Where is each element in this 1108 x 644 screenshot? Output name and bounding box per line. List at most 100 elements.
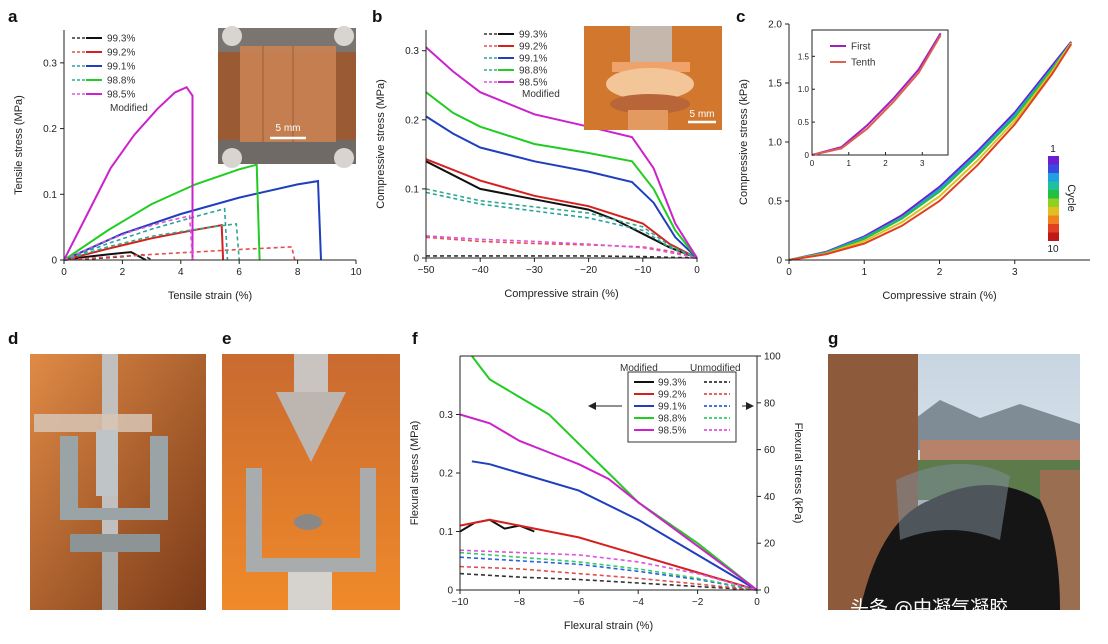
panel-b-x-tick-label: −50: [418, 265, 435, 276]
panel-f-y2-tick-label: 0: [764, 586, 770, 597]
panel-b-series-line-6: [425, 91, 698, 259]
panel-e-photo: [222, 354, 400, 610]
panel-c-x-tick-label: 1: [861, 267, 867, 278]
panel-c-inset-y-tick-label: 0: [805, 151, 810, 160]
panel-b-x-tick-label: −10: [634, 265, 651, 276]
legend-label: 98.8%: [107, 76, 135, 87]
panel-a-series: [63, 85, 322, 261]
panel-b-series-line-5: [425, 191, 698, 259]
panel-b-series-line-4: [425, 115, 698, 259]
panel-c-y-tick-label: 1.0: [768, 138, 782, 149]
panel-f-legend-arrowhead-right: [746, 402, 754, 410]
panel-b-series-line-7: [425, 188, 698, 259]
panel-f-y-axis-label: Flexural stress (MPa): [409, 421, 421, 526]
panel-f-legend-label: 99.3%: [658, 378, 686, 389]
panel-f-x-tick-label: −2: [692, 597, 704, 608]
panel-letter-b: b: [372, 7, 382, 26]
panel-a-y-tick-label: 0.1: [43, 190, 57, 201]
panel-b-scale-label: 5 mm: [690, 109, 715, 120]
panel-a-x-tick-label: 4: [178, 267, 184, 278]
panel-a-series-line-5: [63, 207, 229, 261]
panel-letter-f: f: [412, 329, 418, 348]
panel-c-colorbar-cell: [1048, 232, 1059, 241]
panel-f-x-tick-label: −10: [452, 597, 469, 608]
panel-b-x-axis-label: Compressive strain (%): [504, 288, 618, 300]
panel-c-inset-y-tick-label: 1.0: [798, 85, 810, 94]
legend-label: 99.1%: [107, 62, 135, 73]
legend-extra-label: Modified: [522, 89, 560, 100]
panel-c-series: [788, 41, 1073, 261]
panel-f-legend-label: 99.1%: [658, 402, 686, 413]
panel-a-legend: 99.3% 99.2% 99.1% 98.8% 98.5% Modified: [72, 34, 148, 114]
panel-b-x-tick-label: −40: [472, 265, 489, 276]
panel-f-series-line-6: [471, 355, 758, 591]
panel-c-colorbar-cell: [1048, 198, 1059, 207]
panel-c-inset-x-tick-label: 2: [883, 159, 888, 168]
panel-f-series: [459, 355, 758, 591]
panel-letter-c: c: [736, 7, 745, 26]
panel-c-colorbar-cell: [1048, 164, 1059, 173]
panel-f-legend-header-unmodified: Unmodified: [690, 363, 741, 374]
panel-f-series-line-2: [459, 518, 758, 591]
panel-c-colorbar-bottom: 10: [1047, 244, 1059, 255]
panel-c-colorbar-cell: [1048, 173, 1059, 182]
panel-f-x-tick-label: −6: [573, 597, 585, 608]
panel-a-x-axis-label: Tensile strain (%): [168, 290, 252, 302]
panel-d-photo: [30, 354, 206, 610]
panel-c-inset-series-1: [811, 34, 942, 156]
panel-f-series-line-4: [471, 460, 758, 591]
panel-c-inset-frame: [811, 29, 949, 156]
panel-g-photo: 头条 @中凝气凝胶: [828, 354, 1080, 619]
panel-b-compressive-plot: −50 −40 −30 −20 −10 0 0 0.1 0.2 0.3 Compressive st…: [375, 26, 722, 300]
panel-b-series: [425, 46, 698, 259]
panel-c-colorbar-cell: [1048, 224, 1059, 233]
panel-c-series-line-2: [788, 42, 1073, 261]
panel-a-series-line-6: [63, 163, 261, 261]
panel-b-series-line-9: [425, 235, 698, 259]
legend-label: 99.1%: [519, 54, 547, 65]
panel-a-series-line-4: [63, 179, 322, 261]
legend-label: 98.8%: [519, 66, 547, 77]
panel-f-series-line-3: [459, 565, 758, 591]
panel-a-series-line-2: [63, 224, 225, 261]
panel-a-x-tick-label: 6: [236, 267, 242, 278]
panel-b-y-tick-label: 0: [413, 254, 419, 265]
panel-f-y2-axis-label: Flexural stress (kPa): [792, 423, 804, 524]
panel-b-x-tick-label: 0: [694, 265, 700, 276]
panel-b-y-tick-label: 0.2: [405, 115, 419, 126]
panel-f-x-tick-label: 0: [754, 597, 760, 608]
panel-c-inset-y-tick-label: 1.5: [798, 52, 810, 61]
panel-c-colorbar-cell: [1048, 156, 1059, 165]
panel-c-colorbar-cell: [1048, 181, 1059, 190]
panel-a-y-axis-label: Tensile stress (MPa): [13, 95, 25, 195]
panel-c-colorbar: 1 10 Cycle: [1047, 144, 1077, 255]
panel-a-x-tick-label: 8: [295, 267, 301, 278]
panel-b-legend: 99.3%99.2%99.1%98.8%98.5%Modified: [484, 30, 560, 100]
panel-f-series-line-8: [459, 413, 758, 591]
panel-c-colorbar-cell: [1048, 215, 1059, 224]
panel-c-series-line-3: [788, 42, 1073, 261]
legend-label: 99.2%: [519, 42, 547, 53]
panel-a-series-line-8: [63, 85, 194, 261]
panel-c-colorbar-cell: [1048, 190, 1059, 199]
panel-f-series-line-1: [459, 572, 758, 591]
panel-a-tensile-plot: 0 2 4 6 8 10 0 0.1 0.2 0.3 Tensile strain (%) Tensi…: [13, 26, 362, 302]
panel-f-y2-tick-label: 60: [764, 445, 776, 456]
panel-f-legend-header-modified: Modified: [620, 363, 658, 374]
panel-b-axes: −50 −40 −30 −20 −10 0 0 0.1 0.2 0.3 Compressive st…: [375, 30, 700, 300]
panel-c-y-axis-label: Compressive stress (kPa): [738, 79, 750, 205]
panel-c-inset-legend-label: Tenth: [851, 58, 875, 69]
panel-c-colorbar-cell: [1048, 207, 1059, 216]
legend-label: 98.5%: [107, 90, 135, 101]
panel-f-y-tick-label: 0: [447, 586, 453, 597]
panel-letter-d: d: [8, 329, 18, 348]
panel-letter-e: e: [222, 329, 231, 348]
panel-a-x-tick-label: 0: [61, 267, 67, 278]
panel-f-y2-tick-label: 100: [764, 352, 781, 363]
panel-c-y-tick-label: 0.5: [768, 197, 782, 208]
panel-b-y-axis-label: Compressive stress (MPa): [375, 79, 387, 209]
legend-label: 98.5%: [519, 78, 547, 89]
